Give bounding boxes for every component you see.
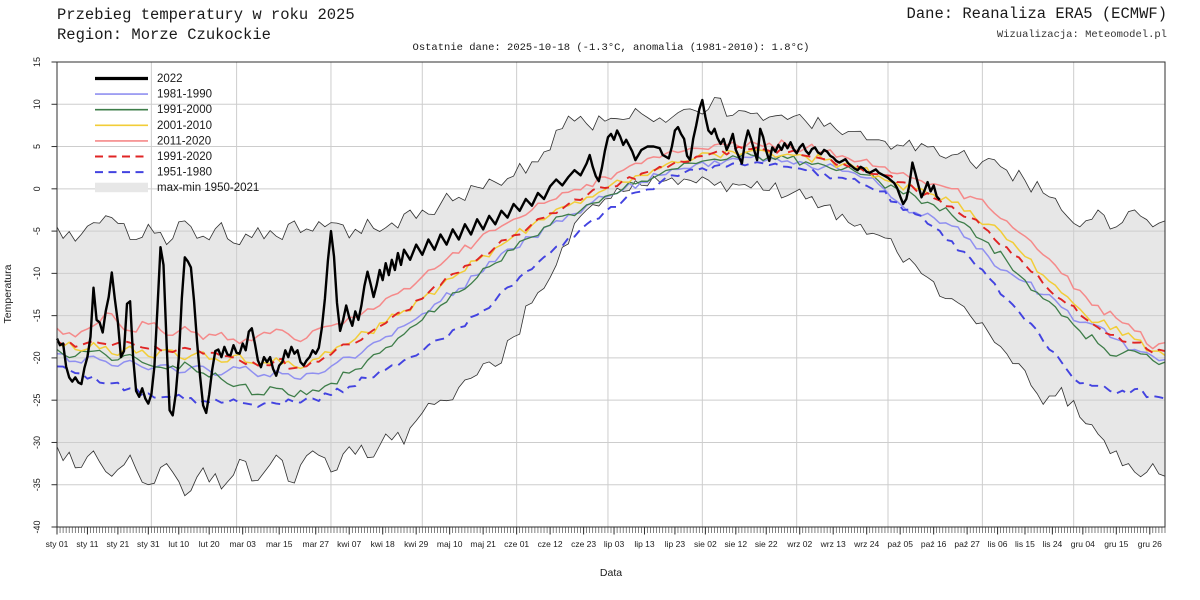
legend-label: 2011-2020 xyxy=(157,135,211,147)
x-tick-label: lis 15 xyxy=(1015,539,1035,549)
title-line2: Region: Morze Czukockie xyxy=(57,26,271,44)
axis-ticks xyxy=(51,61,1166,535)
x-tick-label: gru 15 xyxy=(1104,539,1128,549)
x-tick-label: sty 01 xyxy=(46,539,69,549)
x-tick-label: lis 24 xyxy=(1042,539,1062,549)
y-tick-label: -15 xyxy=(32,309,42,322)
x-tick-label: lis 06 xyxy=(988,539,1008,549)
series-2022 xyxy=(55,98,941,417)
x-tick-label: maj 10 xyxy=(437,539,463,549)
y-tick-label: 10 xyxy=(32,99,42,109)
x-tick-label: wrz 13 xyxy=(820,539,846,549)
series-1951-1980 xyxy=(56,161,1166,408)
legend-label: 2001-2010 xyxy=(157,120,212,132)
data-source-label: Dane: Reanaliza ERA5 (ECMWF) xyxy=(906,5,1167,23)
y-tick-label: -20 xyxy=(32,351,42,364)
legend-label: 1981-1990 xyxy=(157,89,212,101)
x-tick-label: wrz 24 xyxy=(853,539,879,549)
title-line1: Przebieg temperatury w roku 2025 xyxy=(57,6,355,24)
y-tick-label: 15 xyxy=(32,57,42,67)
legend-label: 1991-2000 xyxy=(157,104,212,116)
x-tick-label: sie 22 xyxy=(755,539,778,549)
legend-item: max-min 1950-2021 xyxy=(95,182,259,194)
x-tick-label: cze 12 xyxy=(538,539,563,549)
x-tick-label: mar 15 xyxy=(266,539,293,549)
max-min-band xyxy=(57,97,1165,496)
record-max-line xyxy=(56,97,1166,246)
visualization-credit: Wizualizacja: Meteomodel.pl xyxy=(996,29,1167,41)
record-min-line xyxy=(56,175,1166,497)
legend: 2022 1981-1990 1991-2000 2001-2010 2011-2020… xyxy=(95,73,259,194)
x-tick-label: paź 16 xyxy=(921,539,947,549)
series-2001-2010 xyxy=(56,148,1166,370)
x-tick-label: paź 27 xyxy=(954,539,980,549)
x-tick-label: sty 21 xyxy=(107,539,130,549)
x-tick-label: sty 31 xyxy=(137,539,160,549)
legend-item: 2022 xyxy=(95,73,183,85)
y-tick-label: 5 xyxy=(32,144,42,149)
x-tick-label: lut 20 xyxy=(199,539,220,549)
x-axis-title: Data xyxy=(599,567,623,579)
legend-label: max-min 1950-2021 xyxy=(157,182,259,194)
legend-label: 1991-2020 xyxy=(157,151,212,163)
x-tick-label: kwi 18 xyxy=(371,539,395,549)
y-axis-title: Temperatura xyxy=(2,264,14,324)
legend-item: 1991-2000 xyxy=(95,104,212,116)
legend-item: 1991-2020 xyxy=(95,151,212,163)
x-tick-label: cze 23 xyxy=(571,539,596,549)
y-tick-label: -5 xyxy=(32,227,42,235)
x-tick-label: lip 03 xyxy=(604,539,625,549)
y-tick-label: -35 xyxy=(32,478,42,491)
x-tick-label: kwi 07 xyxy=(337,539,361,549)
legend-band-sample xyxy=(95,182,148,193)
y-tick-label: -25 xyxy=(32,394,42,407)
page-title: Przebieg temperatury w roku 2025 Region:… xyxy=(57,5,355,45)
x-tick-label: kwi 29 xyxy=(404,539,428,549)
series-1991-2000 xyxy=(56,151,1166,398)
x-tick-label: mar 27 xyxy=(303,539,330,549)
legend-label: 1951-1980 xyxy=(157,167,212,179)
y-tick-label: 0 xyxy=(32,186,42,191)
y-tick-label: -10 xyxy=(32,267,42,280)
x-tick-label: wrz 02 xyxy=(786,539,812,549)
x-tick-label: lip 13 xyxy=(634,539,655,549)
x-tick-label: lip 23 xyxy=(665,539,686,549)
x-tick-label: sie 12 xyxy=(724,539,747,549)
legend-item: 2011-2020 xyxy=(95,135,211,147)
y-tick-label: -30 xyxy=(32,436,42,449)
x-tick-label: paź 05 xyxy=(887,539,913,549)
x-tick-label: cze 01 xyxy=(504,539,529,549)
legend-item: 1981-1990 xyxy=(95,89,212,101)
x-tick-label: gru 26 xyxy=(1138,539,1162,549)
x-tick-label: lut 10 xyxy=(168,539,189,549)
series-2011-2020 xyxy=(56,139,1166,350)
x-tick-label: gru 04 xyxy=(1071,539,1095,549)
last-data-subtitle: Ostatnie dane: 2025-10-18 (-1.3°C, anoma… xyxy=(412,42,810,54)
tick-labels: sty 01 sty 11 sty 21 sty 31 lut 10 lut 20 mar … xyxy=(32,57,1162,549)
series-1991-2020 xyxy=(56,145,1166,370)
x-tick-label: maj 21 xyxy=(470,539,496,549)
legend-item: 2001-2010 xyxy=(95,120,212,132)
legend-item: 1951-1980 xyxy=(95,167,212,179)
x-tick-label: mar 03 xyxy=(229,539,256,549)
x-tick-label: sie 02 xyxy=(694,539,717,549)
y-tick-label: -40 xyxy=(32,520,42,533)
x-tick-label: sty 11 xyxy=(76,539,98,549)
legend-label: 2022 xyxy=(157,73,183,85)
